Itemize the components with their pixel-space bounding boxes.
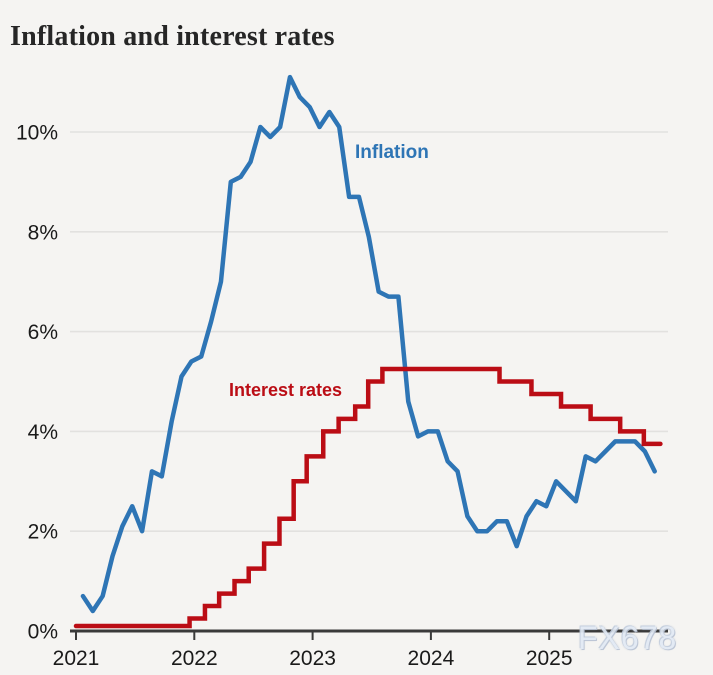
- x-tick-label: 2021: [53, 647, 100, 670]
- x-tick-label: 2025: [526, 647, 573, 670]
- y-tick-label: 8%: [28, 221, 58, 244]
- x-tick-label: 2024: [408, 647, 455, 670]
- chart-title: Inflation and interest rates: [10, 20, 335, 52]
- x-tick-label: 2022: [171, 647, 218, 670]
- y-tick-label: 10%: [16, 122, 58, 145]
- x-tick-label: 2023: [289, 647, 336, 670]
- y-tick-label: 6%: [28, 321, 58, 344]
- inflation-line: [80, 74, 657, 614]
- watermark-text: FX678: [578, 620, 678, 656]
- y-tick-label: 0%: [28, 621, 58, 644]
- interest-rates-line: [73, 366, 663, 629]
- y-tick-label: 4%: [28, 421, 58, 444]
- interest-rates-series-label: Interest rates: [229, 380, 343, 400]
- y-tick-label: 2%: [28, 521, 58, 544]
- inflation-series-label: Inflation: [355, 142, 429, 163]
